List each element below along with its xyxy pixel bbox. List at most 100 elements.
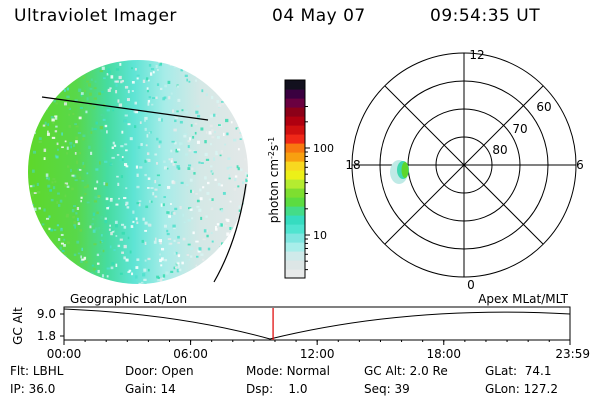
- speckle: [229, 102, 232, 106]
- speckle: [170, 149, 173, 153]
- speckle: [218, 104, 222, 108]
- door-field: Door: Open: [125, 364, 194, 378]
- speckle: [124, 85, 129, 89]
- speckle: [66, 165, 70, 168]
- speckle: [158, 117, 161, 122]
- speckle: [74, 226, 76, 229]
- speckle: [68, 107, 71, 111]
- speckle: [159, 87, 163, 91]
- speckle: [196, 255, 199, 258]
- speckle: [54, 180, 57, 183]
- speckle: [162, 97, 166, 101]
- colorbar-ticks: 100 10: [305, 105, 334, 271]
- speckle: [246, 123, 248, 126]
- speckle: [200, 162, 204, 164]
- speckle: [189, 178, 193, 182]
- speckle: [76, 217, 79, 221]
- speckle: [134, 275, 138, 279]
- speckle: [96, 262, 100, 265]
- speckle: [83, 67, 87, 71]
- speckle: [150, 200, 153, 203]
- speckle: [96, 280, 99, 284]
- speckle: [234, 243, 237, 246]
- speckle: [93, 243, 97, 246]
- speckle: [231, 84, 234, 87]
- speckle: [66, 152, 68, 155]
- speckle: [221, 223, 223, 227]
- speckle: [80, 93, 83, 97]
- speckle: [191, 217, 194, 220]
- speckle: [247, 219, 248, 223]
- speckle: [39, 107, 42, 112]
- speckle: [243, 185, 246, 189]
- speckle: [143, 278, 147, 281]
- speckle: [210, 143, 212, 146]
- speckle: [204, 140, 207, 144]
- speckle: [97, 194, 101, 198]
- speckle: [110, 231, 113, 236]
- speckle: [121, 251, 125, 254]
- speckle: [240, 168, 243, 172]
- speckle: [188, 207, 192, 210]
- speckle: [106, 207, 109, 210]
- speckle: [207, 265, 211, 269]
- speckle: [36, 256, 39, 259]
- speckle: [192, 135, 195, 139]
- speckle: [235, 79, 238, 83]
- speckle: [248, 239, 250, 241]
- speckle: [237, 109, 240, 112]
- speckle: [78, 169, 82, 171]
- polar-diagonal-2: [384, 85, 544, 245]
- speckle: [193, 172, 196, 175]
- speckle: [86, 201, 90, 204]
- speckle: [85, 260, 88, 264]
- colorbar-swatch: [285, 161, 305, 171]
- speckle: [100, 129, 103, 132]
- speckle: [177, 241, 181, 244]
- speckle: [209, 124, 213, 128]
- speckle: [60, 75, 64, 77]
- flt-field: Flt: LBHL: [10, 364, 64, 378]
- speckle: [204, 229, 209, 233]
- speckle: [205, 269, 208, 272]
- speckle: [195, 193, 198, 195]
- colorbar-swatch: [285, 179, 305, 189]
- speckle: [125, 165, 129, 168]
- speckle: [147, 89, 149, 93]
- speckle: [68, 124, 71, 128]
- speckle: [136, 185, 140, 189]
- speckle: [232, 69, 235, 73]
- speckle: [147, 223, 151, 226]
- speckle: [115, 84, 118, 87]
- speckle: [71, 187, 74, 191]
- speckle: [66, 95, 70, 99]
- speckle: [63, 252, 66, 256]
- speckle: [49, 259, 52, 262]
- speckle: [141, 239, 144, 243]
- speckle: [80, 259, 83, 263]
- speckle: [222, 191, 226, 195]
- speckle: [85, 63, 89, 66]
- speckle: [96, 253, 100, 257]
- speckle: [245, 203, 248, 206]
- speckle: [215, 150, 218, 154]
- speckle: [73, 220, 77, 225]
- speckle: [198, 247, 202, 251]
- speckle: [81, 258, 85, 261]
- speckle: [120, 175, 124, 179]
- speckle: [57, 238, 61, 241]
- speckle: [44, 98, 47, 103]
- dsp-field: Dsp: 1.0: [246, 382, 308, 396]
- speckle: [201, 89, 204, 93]
- speckle: [245, 178, 248, 182]
- speckle: [213, 113, 216, 117]
- speckle: [201, 277, 205, 280]
- speckle: [53, 246, 57, 249]
- speckle: [156, 137, 159, 141]
- speckle: [224, 245, 227, 248]
- speckle: [168, 215, 172, 218]
- speckle: [116, 154, 120, 156]
- speckle: [48, 177, 50, 181]
- earth-disk: [28, 60, 248, 284]
